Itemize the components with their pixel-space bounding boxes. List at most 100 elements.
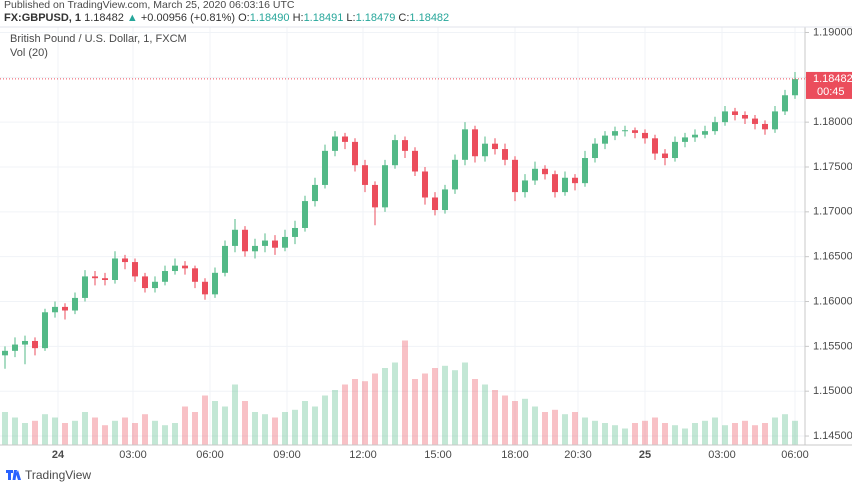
volume-bar: [92, 417, 98, 445]
candle-body: [632, 130, 638, 133]
volume-bar: [112, 420, 118, 445]
volume-bar: [312, 406, 318, 445]
volume-bar: [732, 423, 738, 445]
countdown: 00:45: [817, 86, 845, 98]
volume-bar: [472, 379, 478, 445]
brand: TradingView: [25, 468, 91, 482]
candle-body: [712, 122, 718, 132]
candle-body: [122, 258, 128, 263]
high-value: 1.18491: [304, 12, 344, 24]
volume-bar: [452, 370, 458, 445]
candle-body: [262, 240, 268, 246]
volume-bar: [442, 365, 448, 445]
candle-body: [302, 201, 308, 228]
x-tick-label: 06:00: [196, 449, 224, 461]
x-tick-label: 15:00: [424, 449, 452, 461]
candle-body: [512, 159, 518, 193]
close-value: 1.18482: [409, 12, 449, 24]
candle-body: [62, 306, 68, 311]
volume-bar: [162, 425, 168, 445]
candle-body: [342, 136, 348, 142]
candle-body: [552, 174, 558, 193]
volume-bar: [262, 414, 268, 445]
candle-body: [52, 306, 58, 313]
candle-body: [492, 143, 498, 150]
volume-bar: [242, 401, 248, 445]
candle-body: [332, 136, 338, 151]
candle-body: [142, 276, 148, 289]
candle-body: [242, 229, 248, 252]
x-tick-label: 20:30: [564, 449, 592, 461]
candle-body: [162, 271, 168, 282]
logo-icon: [6, 470, 21, 480]
volume-bar: [292, 409, 298, 445]
volume-bar: [792, 420, 798, 445]
volume-bar: [372, 373, 378, 445]
volume-bar: [12, 417, 18, 445]
candle-body: [32, 340, 38, 349]
candle-body: [202, 281, 208, 295]
volume-bar: [712, 417, 718, 445]
volume-bar: [702, 420, 708, 445]
volume-bar: [572, 412, 578, 445]
volume-bar: [522, 398, 528, 445]
volume-bar: [132, 423, 138, 445]
candle-body: [352, 141, 358, 166]
volume-bar: [512, 401, 518, 445]
candle-body: [282, 236, 288, 248]
y-tick-label: 1.19000: [813, 26, 852, 38]
volume-bar: [412, 379, 418, 445]
y-tick-label: 1.14500: [813, 430, 852, 442]
volume-bar: [32, 420, 38, 445]
candle-body: [182, 265, 188, 269]
arrow: ▲: [127, 12, 138, 24]
candle-body: [452, 159, 458, 190]
volume-bar: [632, 423, 638, 445]
y-tick-label: 1.16000: [813, 295, 852, 307]
y-tick-label: 1.15500: [813, 340, 852, 352]
volume-bar: [382, 368, 388, 445]
volume-bar: [492, 390, 498, 445]
volume-bar: [432, 368, 438, 445]
close-label: C:: [398, 12, 409, 24]
candle-body: [72, 297, 78, 311]
volume-bar: [222, 406, 228, 445]
volume-bar: [2, 412, 8, 445]
candle-body: [472, 129, 478, 157]
candle-body: [672, 141, 678, 159]
candles: [2, 71, 798, 369]
candle-body: [762, 123, 768, 130]
candle-body: [692, 134, 698, 138]
candle-body: [772, 111, 778, 130]
candle-body: [582, 158, 588, 184]
volume-bar: [502, 395, 508, 445]
y-tick-label: 1.17000: [813, 206, 852, 218]
volume-bar: [42, 414, 48, 445]
candle-body: [152, 281, 158, 289]
candle-body: [642, 132, 648, 139]
volume-bar: [592, 420, 598, 445]
candle-body: [92, 276, 98, 279]
volume-bar: [272, 417, 278, 445]
volume-bar: [772, 417, 778, 445]
high-label: H:: [293, 12, 304, 24]
candle-body: [82, 276, 88, 298]
volume-bar: [422, 373, 428, 445]
candle-body: [222, 245, 228, 273]
candle-body: [572, 177, 578, 184]
candle-body: [732, 111, 738, 115]
volume-bar: [202, 395, 208, 445]
candle-body: [562, 177, 568, 193]
volume-bar: [682, 428, 688, 445]
candle-body: [22, 340, 28, 345]
candle-body: [172, 265, 178, 272]
volume-bar: [342, 384, 348, 445]
volume-bar: [172, 423, 178, 445]
candle-body: [602, 135, 608, 144]
candle-body: [112, 258, 118, 280]
candle-body: [2, 350, 8, 356]
quote-line: FX:GBPUSD, 1 1.18482 ▲ +0.00956 (+0.81%)…: [4, 12, 449, 24]
candle-body: [502, 149, 508, 160]
